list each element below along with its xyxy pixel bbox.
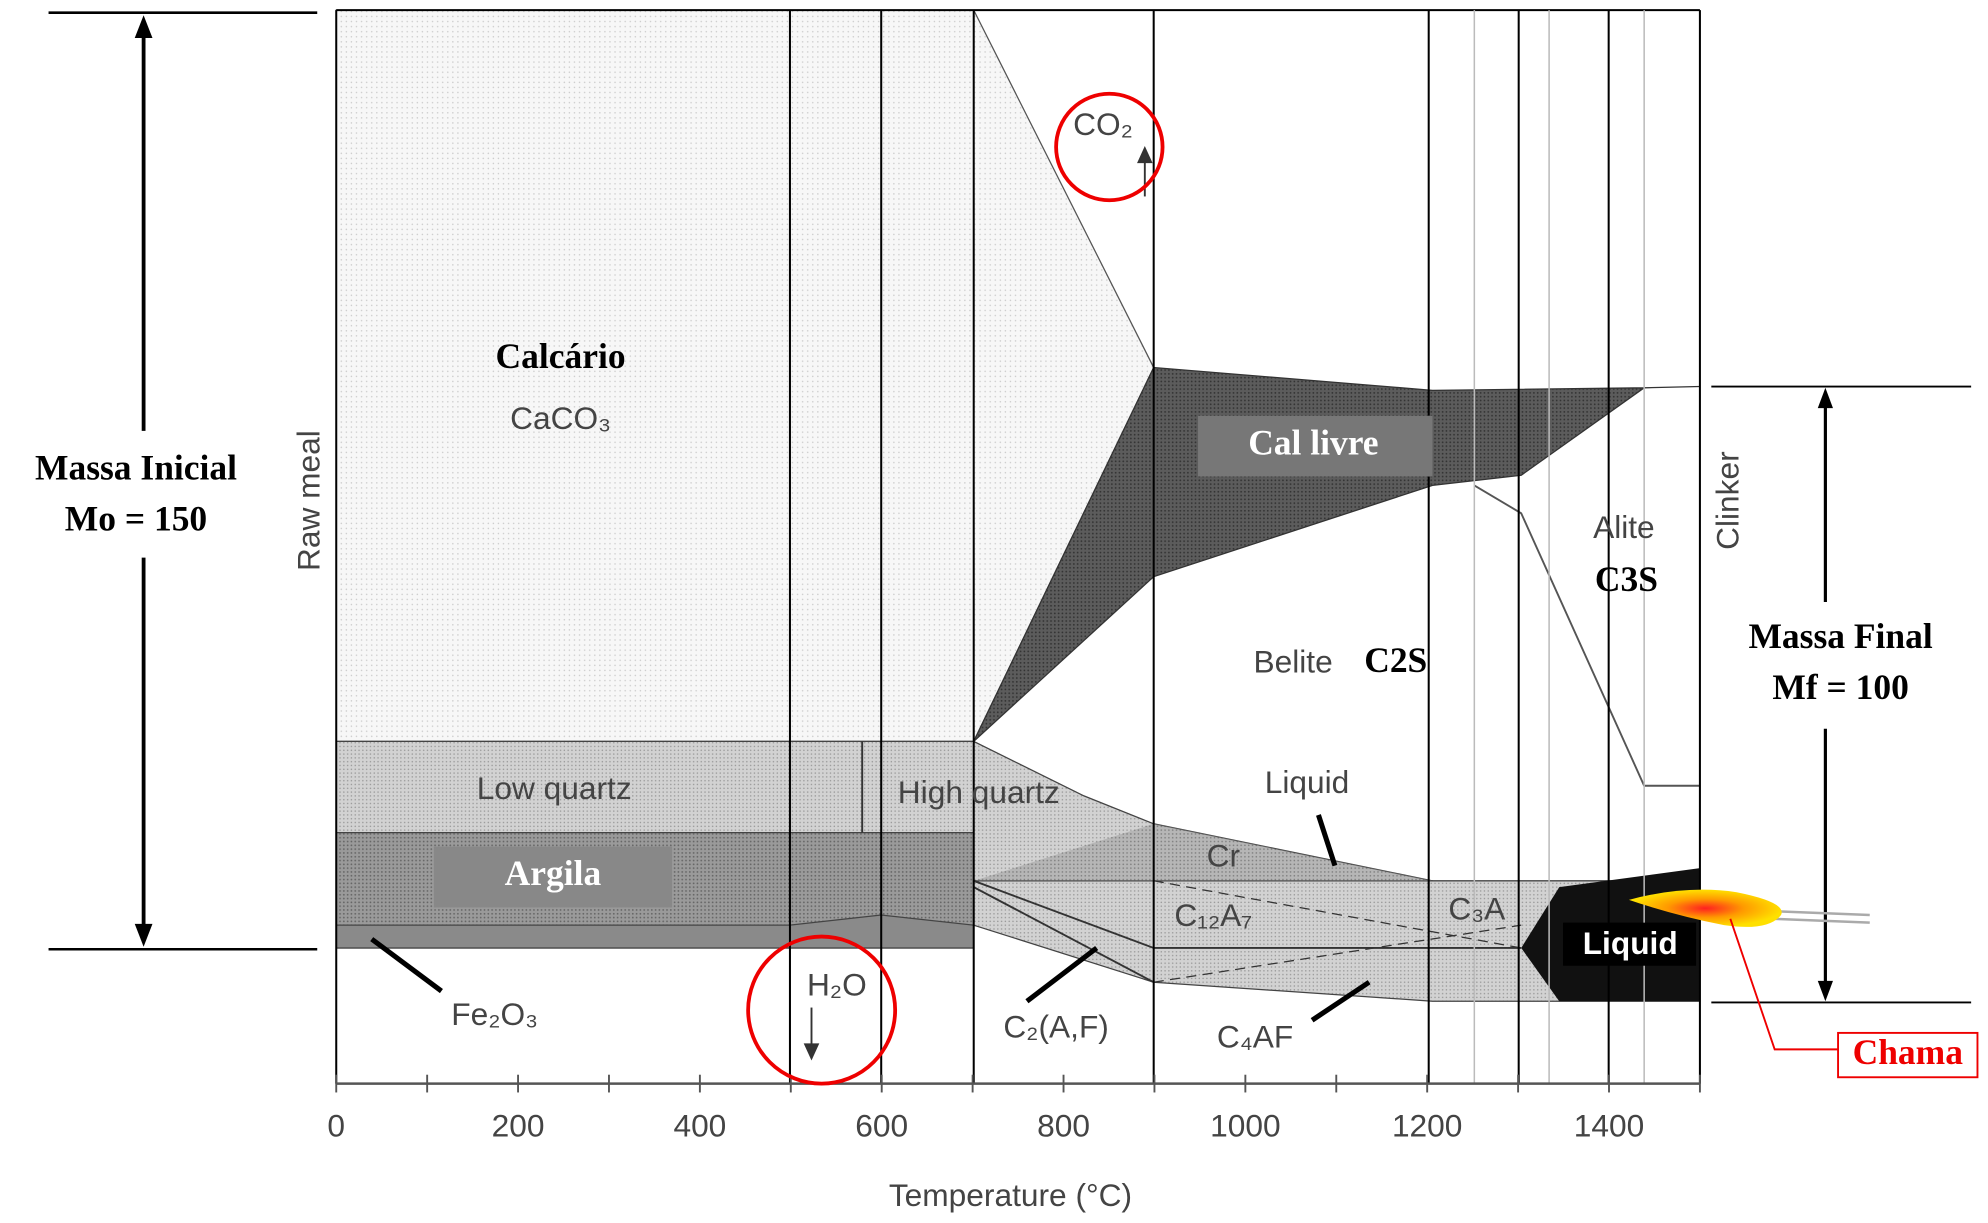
label: Calcário bbox=[496, 336, 626, 376]
label: C₂(A,F) bbox=[1003, 1008, 1109, 1044]
highlight bbox=[748, 937, 895, 1084]
label: C₁₂A₇ bbox=[1174, 897, 1252, 933]
x-tick-label: 600 bbox=[855, 1107, 908, 1143]
label: C₄AF bbox=[1217, 1019, 1293, 1055]
label: C2S bbox=[1364, 640, 1427, 680]
diagram: 0 200 400 600 800 1000 1200 1400 Temperature (°… bbox=[0, 0, 1988, 1223]
x-tick-label: 1400 bbox=[1574, 1107, 1644, 1143]
label: High quartz bbox=[898, 774, 1060, 810]
x-tick-label: 1000 bbox=[1210, 1107, 1280, 1143]
label: Fe₂O₃ bbox=[451, 996, 538, 1032]
label: H₂O bbox=[807, 967, 867, 1003]
label: Mo = 150 bbox=[65, 498, 207, 538]
label: Argila bbox=[505, 853, 602, 893]
label: Mf = 100 bbox=[1772, 667, 1908, 707]
label: Chama bbox=[1853, 1032, 1964, 1072]
label: CaCO₃ bbox=[510, 400, 611, 436]
x-tick-label: 400 bbox=[673, 1107, 726, 1143]
label: C3S bbox=[1595, 559, 1658, 599]
label: Low quartz bbox=[477, 770, 632, 806]
label: Raw meal bbox=[290, 430, 326, 571]
label: Cal livre bbox=[1248, 422, 1378, 462]
x-tick-label: 800 bbox=[1037, 1107, 1090, 1143]
x-tick-label: 200 bbox=[492, 1107, 545, 1143]
x-axis: 0 200 400 600 800 1000 1200 1400 bbox=[327, 1075, 1699, 1144]
axis-title: Temperature (°C) bbox=[889, 1177, 1132, 1213]
label: Massa Inicial bbox=[35, 448, 237, 488]
label: Liquid bbox=[1583, 925, 1678, 961]
label: Cr bbox=[1207, 837, 1241, 873]
x-tick-label: 1200 bbox=[1392, 1107, 1462, 1143]
label: Clinker bbox=[1710, 451, 1746, 550]
label: Massa Final bbox=[1748, 616, 1932, 656]
label: Liquid bbox=[1265, 764, 1350, 800]
x-tick-label: 0 bbox=[327, 1107, 345, 1143]
label: Alite bbox=[1593, 509, 1655, 545]
label: C₃A bbox=[1448, 891, 1506, 927]
label: Belite bbox=[1253, 643, 1332, 679]
label: CO₂ bbox=[1073, 106, 1133, 142]
